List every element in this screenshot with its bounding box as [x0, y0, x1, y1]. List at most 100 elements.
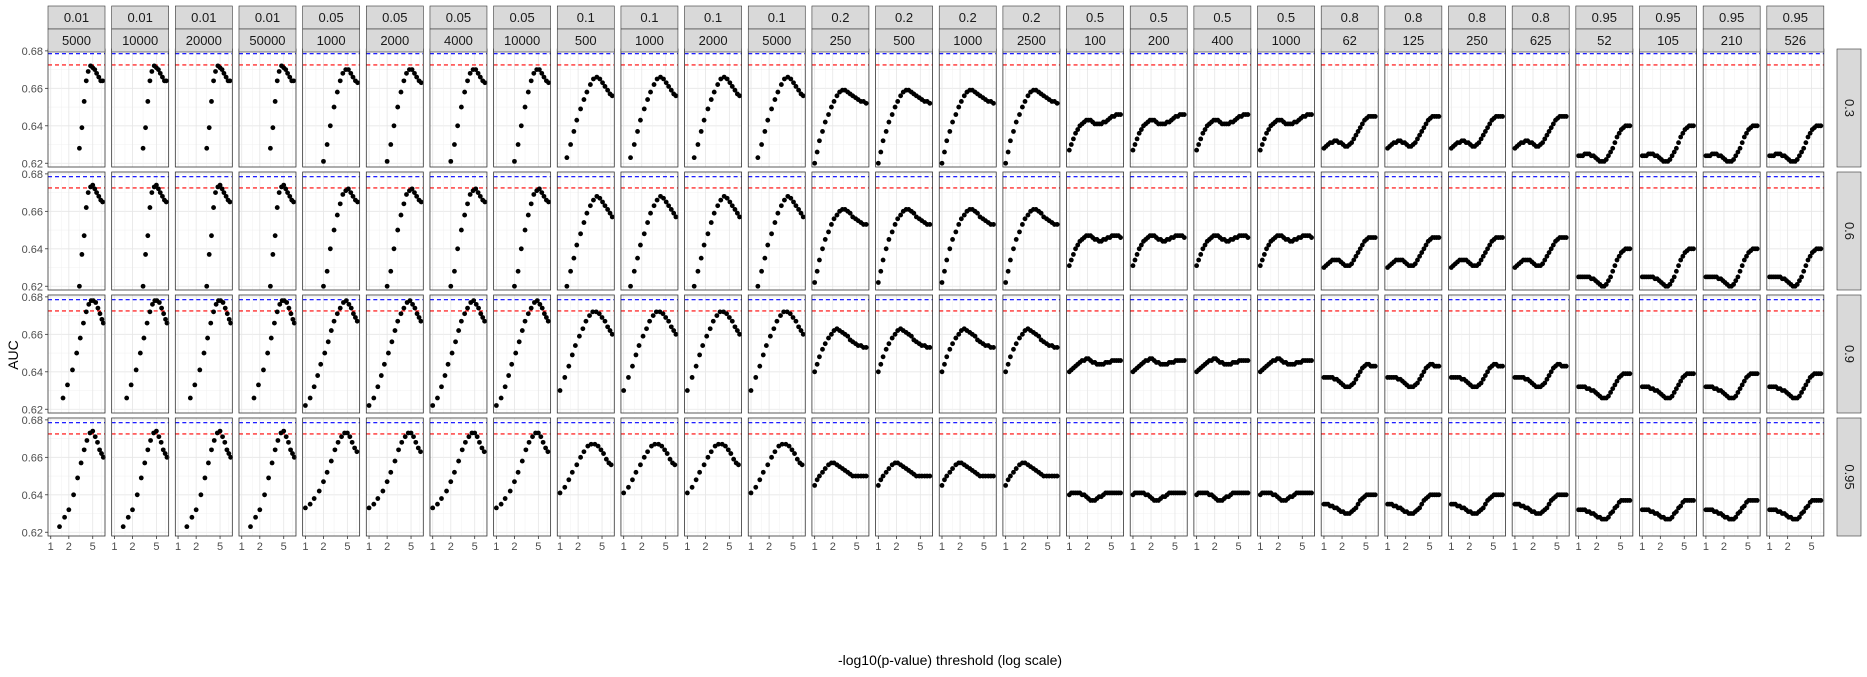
- x-tick-label: 1: [493, 541, 499, 553]
- data-point: [734, 328, 740, 333]
- x-tick-label: 1: [1003, 541, 1009, 553]
- data-point: [778, 82, 784, 87]
- data-point: [1478, 257, 1484, 263]
- data-point: [1075, 242, 1081, 248]
- data-point: [206, 252, 212, 257]
- data-point: [651, 82, 657, 87]
- panel-border: [174, 294, 233, 414]
- data-point: [287, 74, 293, 80]
- data-point: [281, 182, 287, 188]
- data-point: [1066, 147, 1072, 153]
- data-point: [458, 318, 464, 324]
- data-point: [609, 331, 615, 337]
- data-point: [880, 257, 886, 263]
- data-point: [327, 123, 333, 129]
- data-point: [1415, 257, 1420, 263]
- data-point: [1610, 386, 1616, 392]
- panel-background: [493, 49, 551, 167]
- panel-border: [1066, 417, 1124, 537]
- data-point: [141, 335, 147, 341]
- data-point: [100, 78, 106, 84]
- data-point: [927, 100, 933, 106]
- panel-r2-c13: [875, 294, 933, 414]
- panel-r3-c1: [111, 417, 170, 537]
- data-point: [628, 283, 633, 289]
- panel-border: [47, 294, 106, 414]
- data-point: [140, 283, 146, 289]
- data-point: [535, 430, 541, 436]
- data-point: [812, 160, 818, 166]
- data-point: [543, 445, 549, 451]
- data-point: [1138, 242, 1144, 248]
- data-point: [581, 449, 587, 455]
- data-point: [1612, 140, 1618, 146]
- data-point: [947, 129, 953, 134]
- data-point: [684, 490, 690, 496]
- data-point: [219, 186, 225, 192]
- data-point: [274, 309, 280, 315]
- data-point: [778, 313, 783, 319]
- data-point: [228, 454, 234, 460]
- data-point: [1818, 246, 1824, 252]
- panel-r2-c5: [365, 294, 424, 414]
- strip-background: [1257, 28, 1315, 53]
- data-point: [1019, 222, 1025, 227]
- data-point: [645, 220, 650, 225]
- strip-label-bottom: 20000: [186, 33, 222, 48]
- data-point: [1372, 492, 1378, 498]
- data-point: [1421, 369, 1427, 375]
- panel-r0-c2: [174, 48, 233, 168]
- data-point: [1008, 138, 1013, 144]
- panel-r3-c4: [302, 417, 361, 537]
- x-tick-label: 2: [766, 541, 772, 553]
- data-point: [536, 186, 542, 192]
- data-point: [944, 473, 950, 479]
- data-point: [512, 283, 517, 289]
- data-point: [543, 315, 549, 320]
- strip-background: [47, 28, 106, 53]
- data-point: [161, 311, 167, 317]
- data-point: [545, 318, 551, 324]
- data-point: [1202, 127, 1208, 132]
- x-tick-label: 1: [1703, 541, 1709, 553]
- data-point: [1606, 393, 1611, 399]
- x-tick-label: 5: [1808, 541, 1814, 553]
- data-point: [796, 324, 802, 330]
- data-point: [448, 479, 454, 485]
- data-point: [708, 220, 714, 225]
- data-point: [653, 309, 659, 315]
- data-point: [883, 346, 889, 352]
- data-point: [788, 76, 794, 82]
- data-point: [704, 333, 710, 339]
- data-point: [715, 203, 721, 209]
- data-point: [562, 484, 568, 490]
- panel-border: [493, 417, 552, 537]
- panel-r2-c4: [302, 294, 361, 414]
- panel-r3-c6: [429, 417, 488, 537]
- data-point: [164, 320, 170, 326]
- strip-label-bottom: 500: [893, 33, 915, 48]
- data-point: [759, 142, 764, 147]
- data-point: [1550, 121, 1556, 127]
- data-point: [1485, 369, 1490, 375]
- panel-background: [1257, 49, 1315, 167]
- data-point: [781, 309, 787, 315]
- data-point: [845, 333, 851, 339]
- panel-background: [1575, 418, 1633, 536]
- data-point: [418, 80, 424, 86]
- data-point: [208, 320, 214, 326]
- x-tick-label: 2: [957, 541, 963, 553]
- data-point: [1417, 376, 1423, 382]
- data-point: [160, 447, 166, 453]
- data-point: [822, 119, 828, 125]
- panel-border: [1766, 171, 1825, 291]
- y-tick-label: 0.68: [22, 169, 43, 181]
- data-point: [302, 403, 308, 408]
- x-tick-label: 1: [621, 541, 627, 553]
- panel-border: [1639, 294, 1697, 414]
- data-point: [1741, 134, 1747, 140]
- panel-background: [748, 418, 806, 536]
